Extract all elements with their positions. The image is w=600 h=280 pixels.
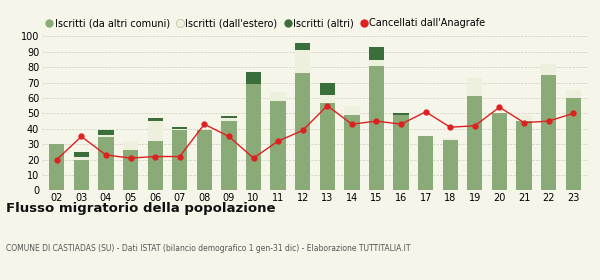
Bar bbox=[295, 43, 310, 50]
Bar bbox=[320, 95, 335, 103]
Bar bbox=[517, 121, 532, 190]
Bar bbox=[221, 121, 236, 190]
Bar bbox=[443, 139, 458, 190]
Text: Flusso migratorio della popolazione: Flusso migratorio della popolazione bbox=[6, 202, 275, 214]
Bar bbox=[172, 130, 187, 190]
Bar bbox=[221, 116, 236, 118]
Bar bbox=[394, 115, 409, 190]
Bar bbox=[246, 84, 261, 190]
Bar bbox=[98, 130, 113, 135]
Bar bbox=[369, 47, 384, 60]
Bar bbox=[369, 66, 384, 190]
Bar bbox=[271, 101, 286, 190]
Bar bbox=[123, 141, 138, 150]
Legend: Iscritti (da altri comuni), Iscritti (dall'estero), Iscritti (altri), Cancellati: Iscritti (da altri comuni), Iscritti (da… bbox=[47, 18, 485, 29]
Bar bbox=[394, 113, 409, 115]
Bar bbox=[197, 130, 212, 190]
Bar bbox=[148, 118, 163, 121]
Bar bbox=[148, 121, 163, 141]
Bar bbox=[566, 90, 581, 98]
Bar bbox=[320, 103, 335, 190]
Bar bbox=[344, 106, 359, 115]
Bar bbox=[246, 72, 261, 84]
Bar bbox=[566, 98, 581, 190]
Bar bbox=[467, 96, 482, 190]
Bar bbox=[295, 73, 310, 190]
Bar bbox=[295, 50, 310, 73]
Bar bbox=[541, 75, 556, 190]
Bar bbox=[418, 137, 433, 190]
Bar bbox=[74, 157, 89, 160]
Bar bbox=[492, 113, 507, 190]
Bar bbox=[74, 152, 89, 157]
Bar bbox=[369, 59, 384, 66]
Bar bbox=[221, 118, 236, 121]
Text: COMUNE DI CASTIADAS (SU) - Dati ISTAT (bilancio demografico 1 gen-31 dic) - Elab: COMUNE DI CASTIADAS (SU) - Dati ISTAT (b… bbox=[6, 244, 410, 253]
Bar bbox=[271, 92, 286, 101]
Bar bbox=[74, 160, 89, 190]
Bar bbox=[98, 137, 113, 190]
Bar bbox=[517, 115, 532, 121]
Bar bbox=[320, 83, 335, 95]
Bar bbox=[344, 115, 359, 190]
Bar bbox=[443, 138, 458, 139]
Bar bbox=[49, 144, 64, 190]
Bar bbox=[123, 150, 138, 190]
Bar bbox=[98, 135, 113, 137]
Bar bbox=[172, 127, 187, 129]
Bar bbox=[172, 129, 187, 130]
Bar bbox=[148, 141, 163, 190]
Bar bbox=[541, 64, 556, 75]
Bar bbox=[467, 78, 482, 96]
